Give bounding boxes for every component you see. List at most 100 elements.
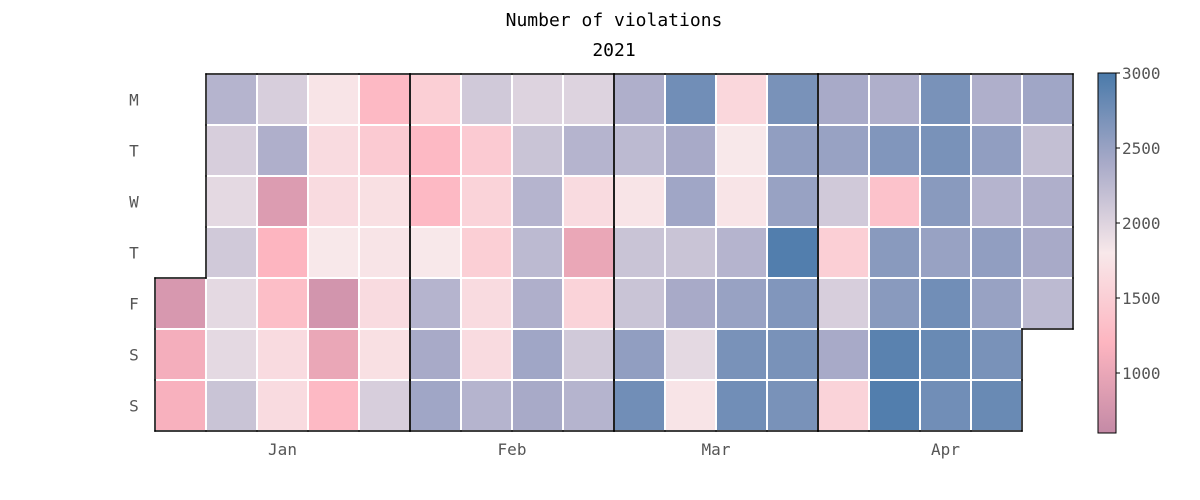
heatmap-cell: [613, 226, 666, 279]
month-label: Mar: [702, 440, 731, 459]
heatmap-cell: [460, 226, 513, 279]
colorbar-tick-label: 3000: [1122, 64, 1161, 83]
heatmap-cell: [919, 124, 972, 177]
colorbar-tick-label: 2000: [1122, 214, 1161, 233]
heatmap-cell: [460, 277, 513, 330]
heatmap-cell: [511, 175, 564, 228]
heatmap-cell: [715, 277, 768, 330]
heatmap-cell: [409, 175, 462, 228]
heatmap-cell: [307, 379, 360, 432]
heatmap-cell: [664, 277, 717, 330]
heatmap-cell: [562, 73, 615, 126]
heatmap-cell: [766, 379, 819, 432]
heatmap-cell: [205, 277, 258, 330]
heatmap-cell: [919, 73, 972, 126]
heatmap-cell: [613, 379, 666, 432]
heatmap-cell: [817, 124, 870, 177]
heatmap-cell: [511, 226, 564, 279]
heatmap-cell: [715, 73, 768, 126]
heatmap-cell: [1021, 277, 1074, 330]
weekday-label: F: [129, 295, 139, 314]
heatmap-cell: [460, 124, 513, 177]
heatmap-cell: [409, 73, 462, 126]
heatmap-cell: [868, 328, 921, 381]
heatmap-cell: [1021, 226, 1074, 279]
heatmap-cell: [613, 328, 666, 381]
heatmap-cell: [358, 379, 411, 432]
heatmap-cell: [664, 175, 717, 228]
heatmap-cell: [205, 73, 258, 126]
heatmap-cell: [256, 175, 309, 228]
heatmap-cell: [970, 124, 1023, 177]
heatmap-cell: [256, 226, 309, 279]
heatmap-cell: [919, 328, 972, 381]
colorbar-tick-label: 1000: [1122, 364, 1161, 383]
heatmap-cell: [817, 277, 870, 330]
heatmap-cell: [358, 277, 411, 330]
heatmap-cell: [358, 73, 411, 126]
heatmap-cell: [970, 73, 1023, 126]
heatmap-cell: [1021, 73, 1074, 126]
heatmap-cell: [205, 124, 258, 177]
heatmap-cell: [562, 328, 615, 381]
heatmap-cell: [868, 175, 921, 228]
chart-subtitle: 2021: [592, 40, 635, 61]
heatmap-cell: [205, 379, 258, 432]
heatmap-cell: [613, 277, 666, 330]
heatmap-cell: [256, 277, 309, 330]
heatmap-cell: [307, 175, 360, 228]
heatmap-cell: [256, 124, 309, 177]
heatmap-cell: [715, 175, 768, 228]
heatmap-cell: [817, 226, 870, 279]
heatmap-cell: [970, 328, 1023, 381]
heatmap-cell: [205, 175, 258, 228]
heatmap-cell: [919, 277, 972, 330]
heatmap-cell: [511, 124, 564, 177]
heatmap-cell: [562, 226, 615, 279]
heatmap-cell: [409, 277, 462, 330]
heatmap-cell: [358, 175, 411, 228]
heatmap-cell: [664, 379, 717, 432]
heatmap-cell: [715, 379, 768, 432]
heatmap-cell: [919, 175, 972, 228]
heatmap-cell: [511, 328, 564, 381]
heatmap-cell: [256, 328, 309, 381]
heatmap-cell: [715, 226, 768, 279]
heatmap-cells: [154, 73, 1074, 432]
heatmap-cell: [358, 226, 411, 279]
heatmap-cell: [613, 73, 666, 126]
heatmap-cell: [970, 226, 1023, 279]
heatmap-cell: [307, 277, 360, 330]
heatmap-cell: [307, 328, 360, 381]
heatmap-cell: [817, 175, 870, 228]
heatmap-cell: [766, 175, 819, 228]
heatmap-cell: [307, 226, 360, 279]
heatmap-cell: [970, 175, 1023, 228]
heatmap-cell: [868, 379, 921, 432]
weekday-label: S: [129, 397, 139, 416]
heatmap-cell: [409, 124, 462, 177]
heatmap-cell: [868, 73, 921, 126]
heatmap-cell: [766, 226, 819, 279]
heatmap-cell: [1021, 175, 1074, 228]
heatmap-cell: [511, 379, 564, 432]
heatmap-cell: [511, 277, 564, 330]
heatmap-cell: [613, 175, 666, 228]
heatmap-cell: [664, 124, 717, 177]
heatmap-cell: [868, 226, 921, 279]
heatmap-cell: [358, 124, 411, 177]
heatmap-cell: [613, 124, 666, 177]
heatmap-cell: [1021, 124, 1074, 177]
heatmap-cell: [307, 124, 360, 177]
heatmap-cell: [562, 124, 615, 177]
month-labels: Jan Feb Mar Apr: [268, 440, 960, 459]
weekday-label: T: [129, 244, 139, 263]
month-label: Apr: [931, 440, 960, 459]
heatmap-cell: [562, 277, 615, 330]
heatmap-cell: [256, 379, 309, 432]
heatmap-cell: [817, 328, 870, 381]
heatmap-cell: [664, 328, 717, 381]
colorbar-tick-label: 2500: [1122, 139, 1161, 158]
heatmap-cell: [664, 226, 717, 279]
